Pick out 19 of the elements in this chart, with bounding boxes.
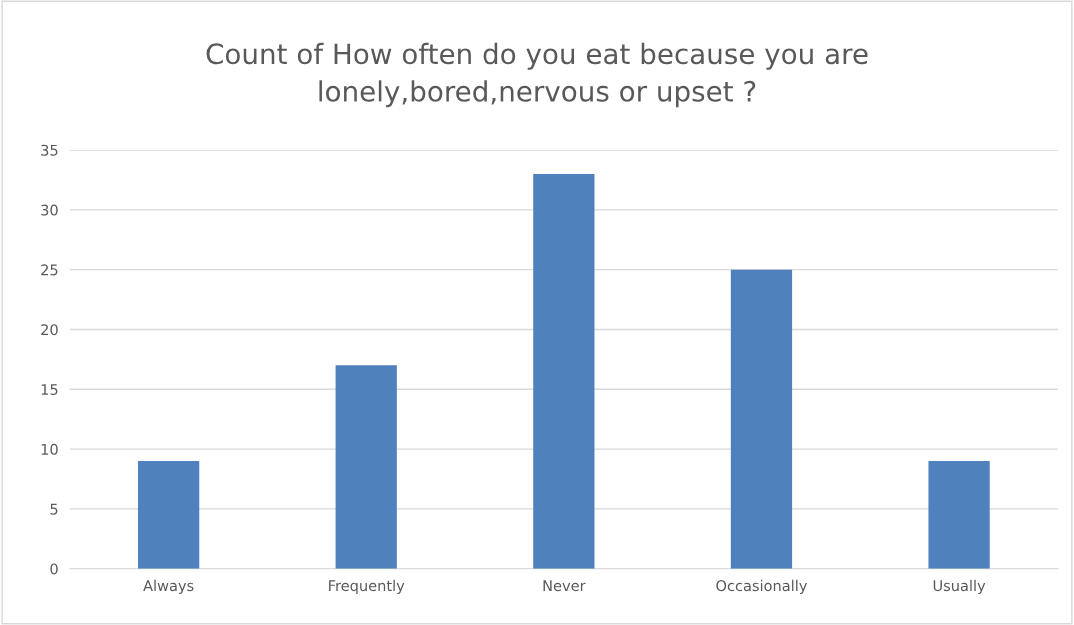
y-tick-label: 10: [41, 443, 58, 455]
y-tick-label: 5: [50, 503, 58, 515]
x-tick-label: Usually: [933, 579, 986, 594]
y-tick-label: 0: [50, 563, 58, 575]
y-tick-label: 35: [41, 144, 58, 156]
x-tick-label: Never: [543, 580, 586, 592]
bar: [533, 173, 595, 569]
x-tick-label: Frequently: [329, 579, 405, 594]
bar: [137, 461, 200, 569]
x-tick-label: Occasionally: [716, 579, 807, 594]
bar: [730, 269, 793, 569]
y-tick-label: 30: [41, 204, 58, 216]
y-tick-label: 15: [41, 384, 58, 396]
y-tick-label: 20: [41, 324, 58, 336]
bar: [928, 461, 990, 569]
y-tick-label: 25: [41, 264, 58, 276]
x-tick-label: Always: [143, 579, 194, 594]
bar: [335, 365, 397, 569]
chart-title: Count of How often do you eat because you are lonely,bored,nervous or upset ?: [206, 42, 868, 108]
